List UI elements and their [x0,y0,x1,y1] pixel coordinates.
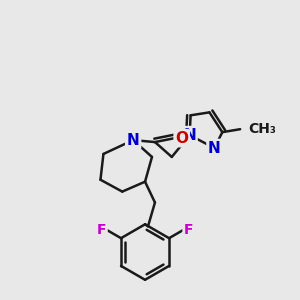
Text: N: N [127,133,140,148]
Text: CH₃: CH₃ [248,122,276,136]
Text: N: N [183,128,196,142]
Text: F: F [97,223,106,237]
Text: N: N [208,140,221,155]
Text: F: F [184,223,194,237]
Text: O: O [175,130,188,146]
